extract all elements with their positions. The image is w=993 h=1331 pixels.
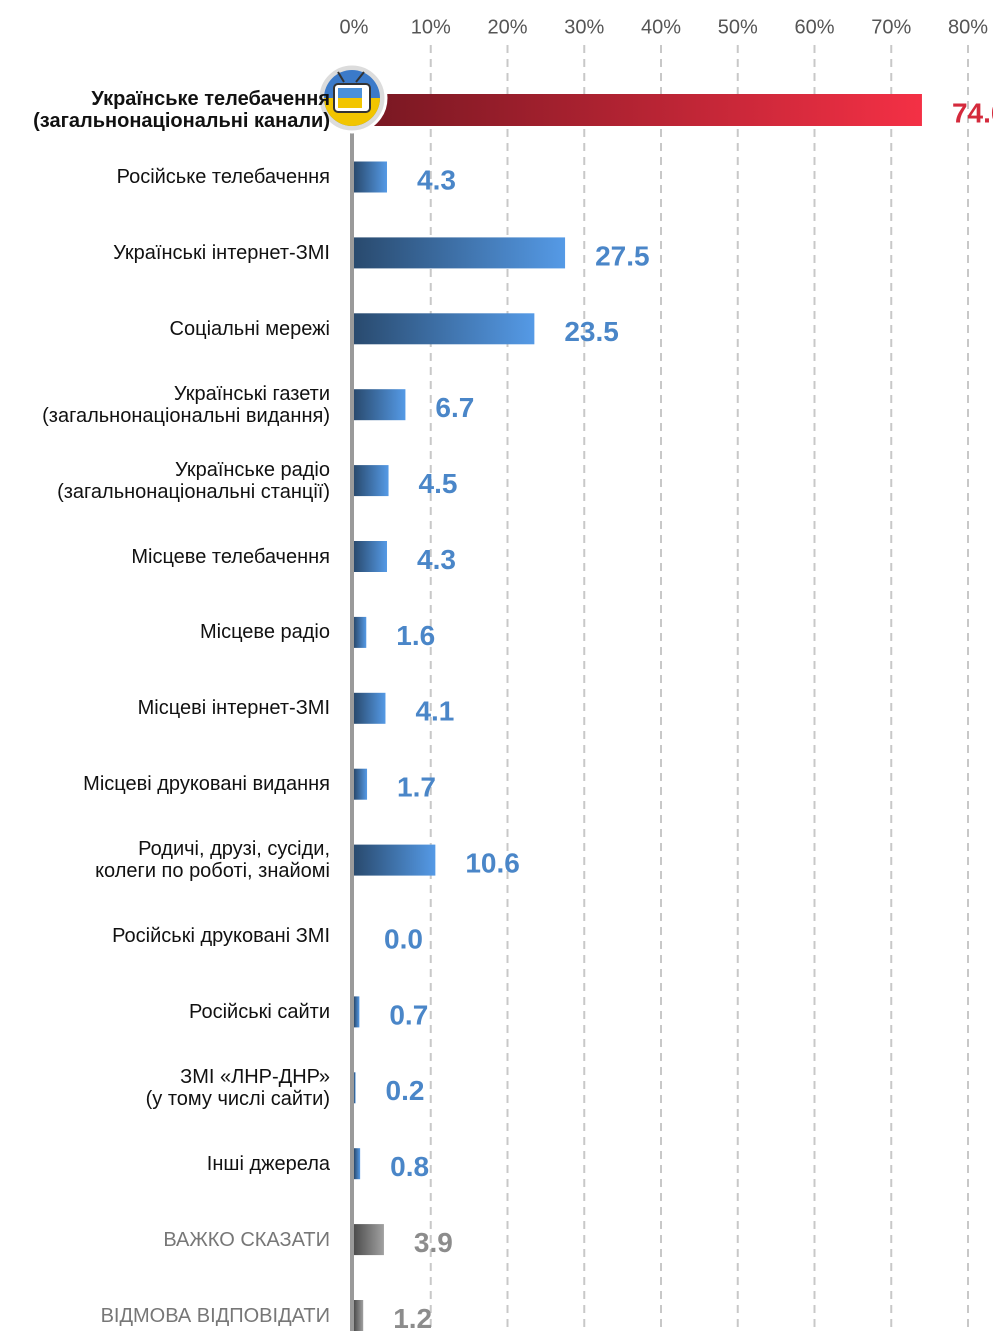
axis-line bbox=[350, 95, 354, 1331]
value-label: 0.2 bbox=[386, 1075, 425, 1106]
value-label: 0.8 bbox=[390, 1151, 429, 1182]
value-label: 4.3 bbox=[417, 544, 456, 575]
category-label: Російські сайти bbox=[189, 1000, 330, 1023]
x-tick-label: 0% bbox=[340, 16, 369, 38]
x-tick-label: 80% bbox=[948, 16, 988, 38]
value-label: 0.0 bbox=[384, 923, 423, 954]
category-label: Місцеві друковані видання bbox=[83, 773, 330, 796]
category-label: Місцеве телебачення bbox=[131, 545, 330, 568]
category-label: ВІДМОВА ВІДПОВІДАТИ bbox=[100, 1304, 330, 1327]
bar bbox=[354, 996, 360, 1028]
bar bbox=[354, 1072, 356, 1104]
value-label: 1.7 bbox=[397, 772, 436, 803]
category-label: Місцеве радіо bbox=[199, 621, 330, 644]
category-label: Місцеві інтернет-ЗМІ bbox=[137, 697, 330, 720]
value-label: 0.7 bbox=[389, 999, 428, 1030]
bar bbox=[354, 94, 922, 126]
category-label: ЗМІ «ЛНР-ДНР» (у тому числі сайти) bbox=[145, 1065, 330, 1110]
bar bbox=[354, 692, 386, 724]
x-tick-label: 10% bbox=[411, 16, 451, 38]
value-label: 1.2 bbox=[393, 1303, 432, 1331]
x-tick-label: 20% bbox=[487, 16, 527, 38]
x-tick-label: 60% bbox=[794, 16, 834, 38]
bar bbox=[354, 237, 566, 269]
x-tick-label: 30% bbox=[564, 16, 604, 38]
value-label: 74.0 bbox=[952, 97, 993, 128]
category-label: Українські інтернет-ЗМІ bbox=[113, 241, 330, 264]
bar bbox=[354, 844, 436, 876]
bar bbox=[354, 1224, 384, 1256]
bar bbox=[354, 389, 406, 421]
bar bbox=[354, 541, 388, 572]
category-label: Російські друковані ЗМІ bbox=[112, 925, 330, 947]
value-label: 4.5 bbox=[419, 468, 458, 499]
bar bbox=[354, 465, 389, 497]
x-tick-label: 70% bbox=[871, 16, 911, 38]
value-label: 27.5 bbox=[595, 240, 650, 271]
category-label: Інші джерела bbox=[206, 1152, 330, 1175]
x-tick-label: 40% bbox=[641, 16, 681, 38]
category-label: Соціальні мережі bbox=[169, 317, 330, 340]
x-tick-label: 50% bbox=[718, 16, 758, 38]
bar bbox=[354, 1300, 364, 1331]
bar bbox=[354, 313, 535, 345]
value-label: 23.5 bbox=[564, 316, 619, 347]
bar bbox=[354, 768, 368, 800]
value-label: 10.6 bbox=[465, 847, 519, 878]
bar bbox=[354, 161, 388, 193]
bar bbox=[354, 616, 367, 648]
category-label: Російське телебачення bbox=[116, 166, 330, 188]
value-label: 3.9 bbox=[414, 1227, 453, 1258]
category-label: Українське телебачення (загальнонаціонал… bbox=[33, 88, 330, 132]
category-label: Українські газети (загальнонаціональні в… bbox=[42, 382, 330, 427]
category-label: Українське радіо (загальнонаціональні ст… bbox=[57, 458, 330, 503]
value-label: 1.6 bbox=[396, 620, 435, 651]
value-label: 4.1 bbox=[415, 696, 454, 727]
tv-icon bbox=[316, 62, 388, 134]
value-label: 6.7 bbox=[435, 392, 474, 423]
bar bbox=[354, 1148, 361, 1180]
category-label: ВАЖКО СКАЗАТИ bbox=[163, 1228, 330, 1251]
value-label: 4.3 bbox=[417, 164, 456, 195]
category-label: Родичі, друзі, сусіди, колеги по роботі,… bbox=[95, 838, 330, 883]
